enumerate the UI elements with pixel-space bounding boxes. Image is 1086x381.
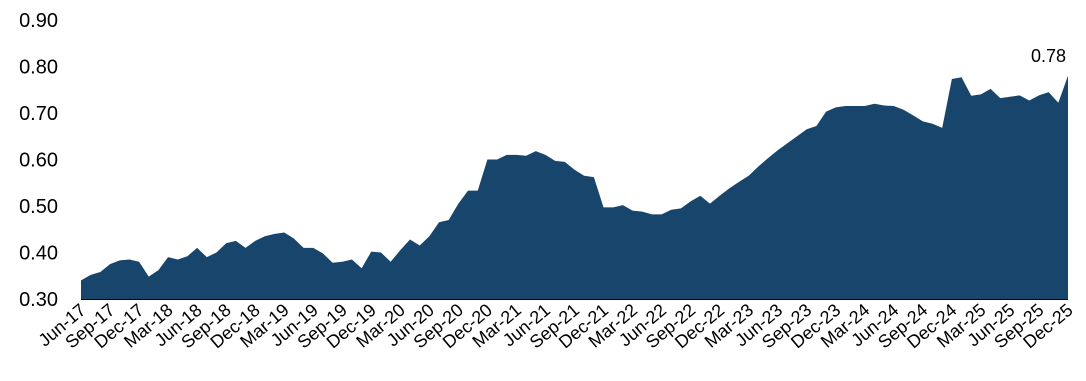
data-label: 0.78 [1031, 46, 1066, 66]
y-tick-label: 0.60 [19, 150, 58, 172]
plot-area [81, 75, 1068, 299]
x-axis-tick-labels: Jun-17Sep-17Dec-17Mar-18Jun-18Sep-18Dec-… [35, 300, 1077, 353]
y-tick-label: 0.80 [19, 57, 58, 79]
y-tick-label: 0.90 [19, 10, 58, 32]
y-tick-label: 0.70 [19, 103, 58, 125]
data-labels: 0.78 [1031, 46, 1066, 66]
y-tick-label: 0.30 [19, 289, 58, 311]
series-area [81, 75, 1068, 299]
y-axis-tick-labels: 0.30 0.40 0.50 0.60 0.70 0.80 0.90 [19, 10, 58, 311]
y-tick-label: 0.40 [19, 243, 58, 265]
y-tick-label: 0.50 [19, 196, 58, 218]
